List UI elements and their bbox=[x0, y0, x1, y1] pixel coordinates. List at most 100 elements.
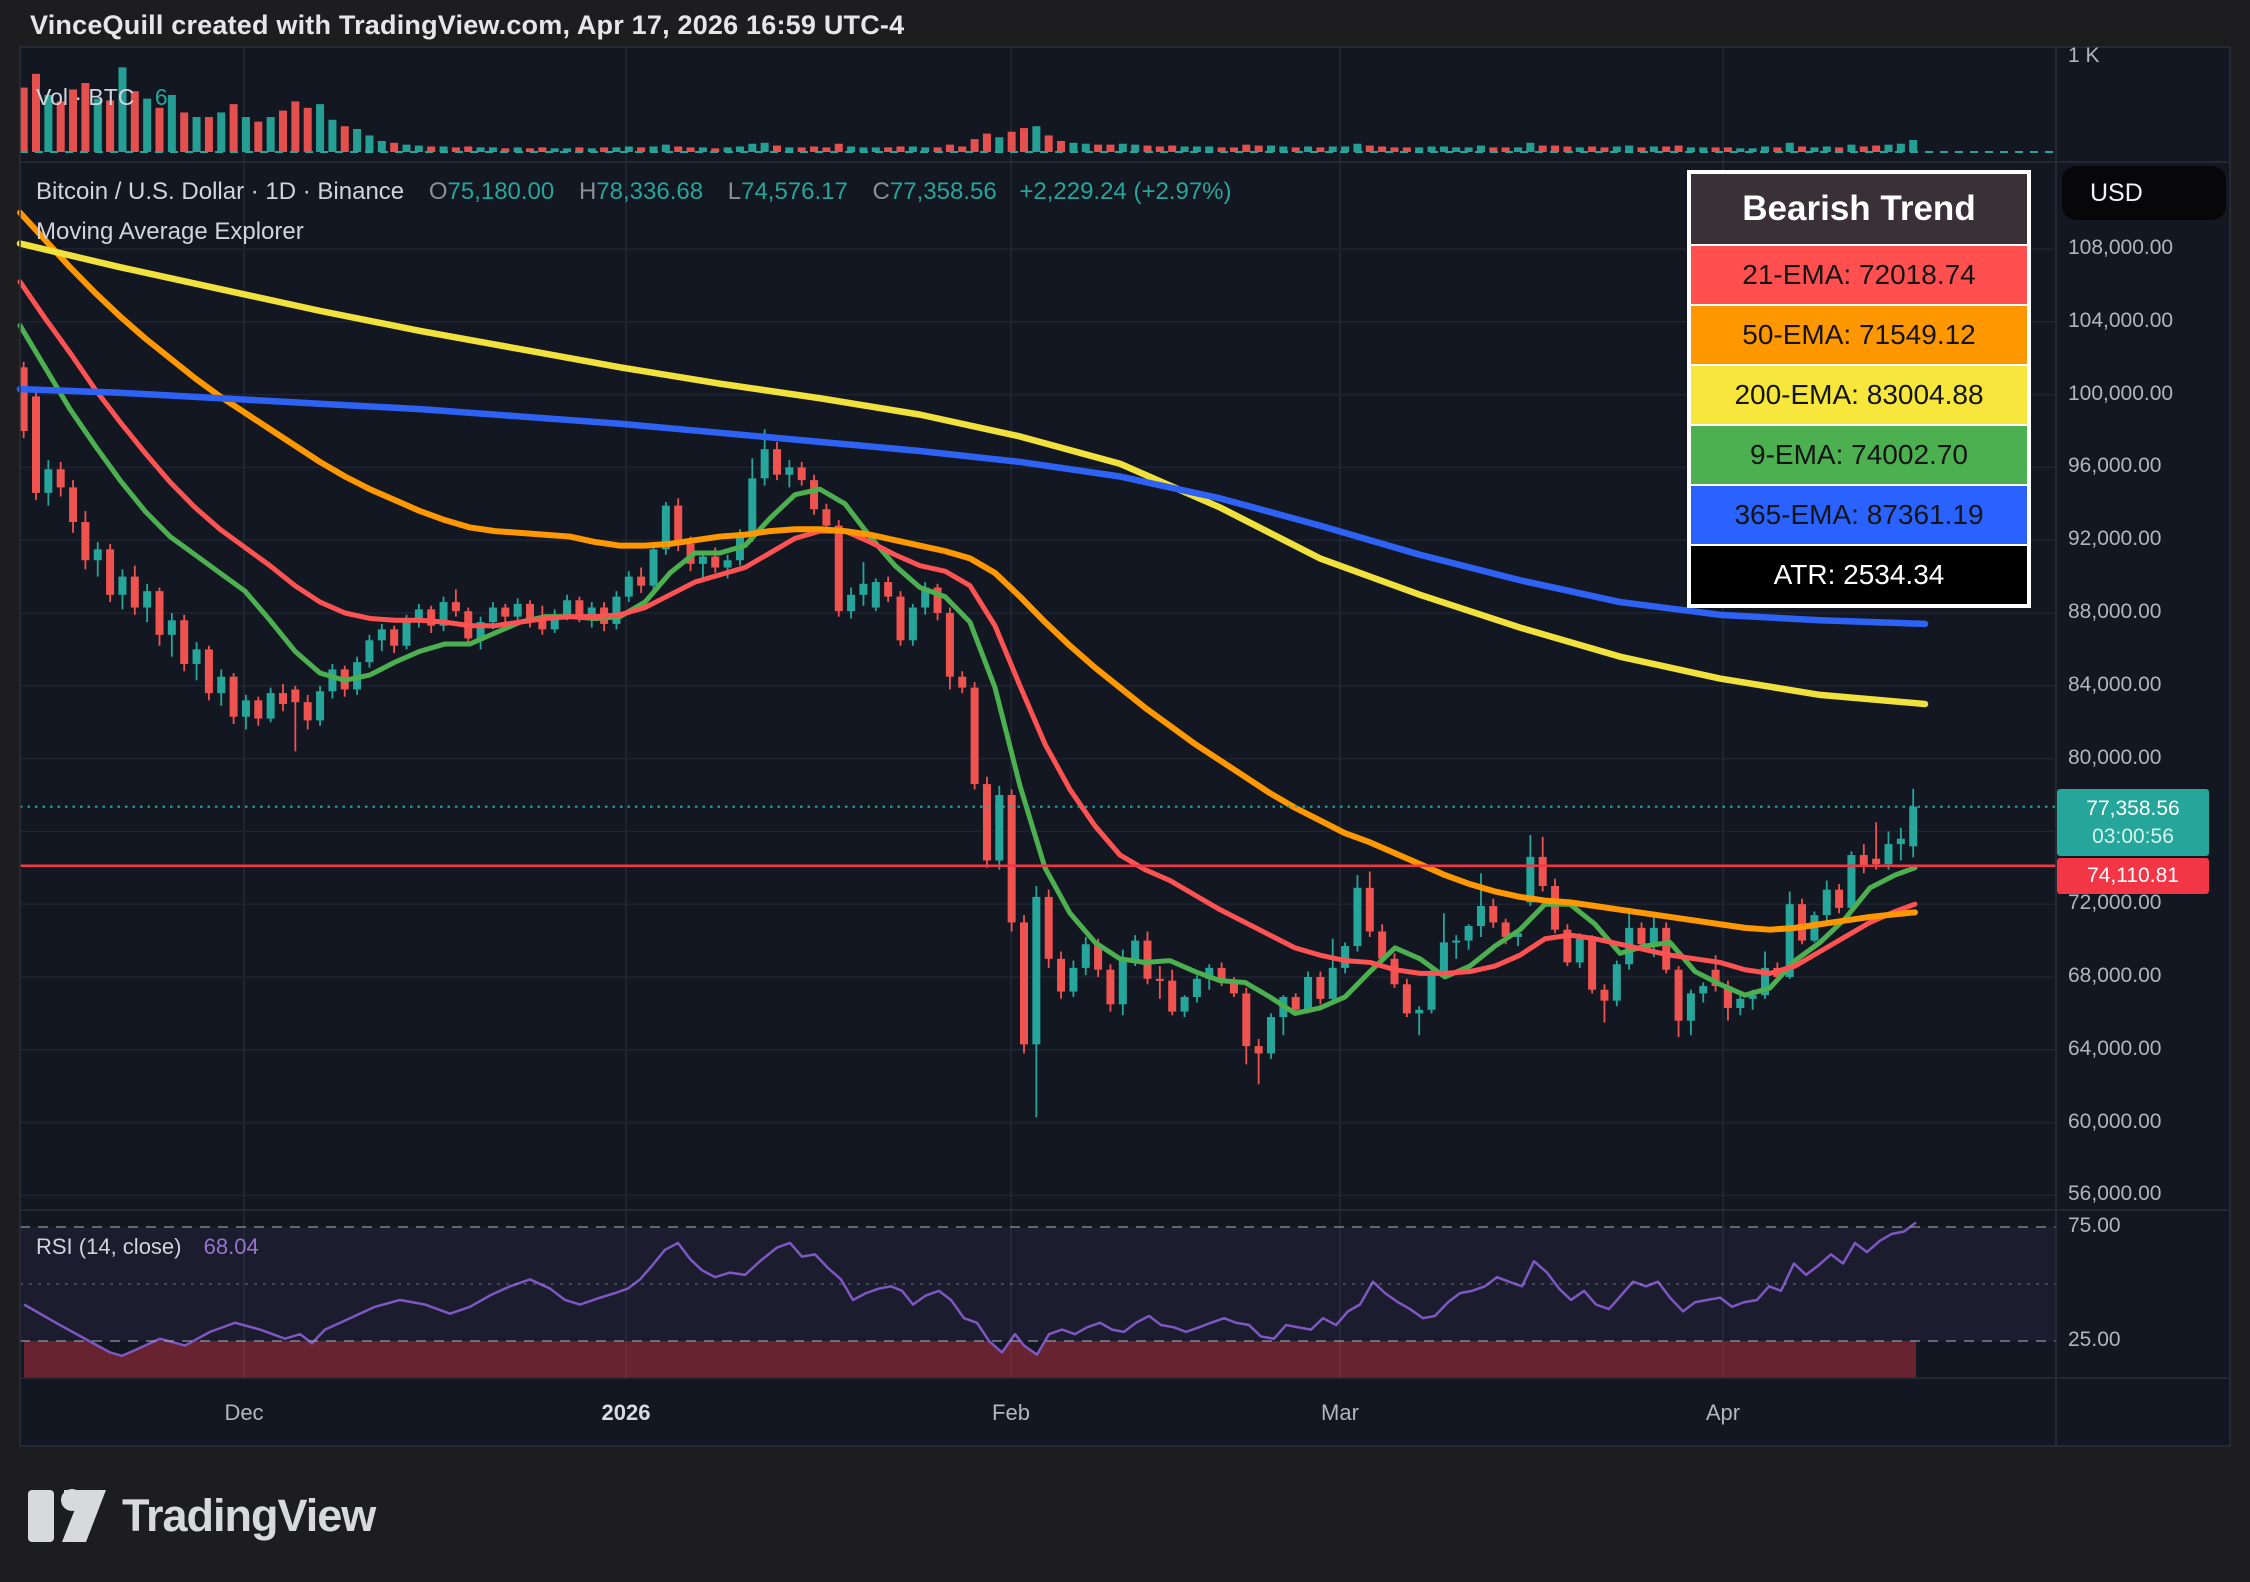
candle bbox=[1835, 889, 1844, 908]
volume-bar bbox=[661, 144, 670, 152]
tradingview-logo[interactable]: TradingView bbox=[28, 1488, 376, 1544]
candle bbox=[760, 449, 769, 479]
candle bbox=[982, 784, 991, 861]
price-axis-label: 84,000.00 bbox=[2068, 672, 2162, 696]
candle bbox=[1748, 995, 1757, 999]
candle bbox=[106, 549, 115, 595]
volume-bar bbox=[266, 117, 275, 152]
candle bbox=[1600, 989, 1609, 1001]
ema200-line bbox=[16, 240, 1929, 708]
volume-bar bbox=[723, 147, 732, 152]
candle bbox=[1699, 986, 1708, 994]
price-axis-label: 108,000.00 bbox=[2068, 236, 2174, 259]
candle bbox=[933, 587, 942, 613]
chart-title: VinceQuill created with TradingView.com,… bbox=[30, 10, 905, 40]
candle bbox=[1612, 964, 1621, 1001]
candle bbox=[1205, 967, 1214, 979]
current-price-badge: 77,358.56 03:00:56 bbox=[2057, 789, 2209, 856]
candle bbox=[1872, 858, 1881, 865]
time-axis-label: Feb bbox=[992, 1400, 1030, 1425]
volume-bar bbox=[1131, 144, 1140, 152]
volume-bar bbox=[1155, 146, 1164, 152]
volume-bar bbox=[167, 94, 176, 152]
volume-bar bbox=[1316, 147, 1325, 152]
candle bbox=[1304, 977, 1313, 1010]
indicator-label-ma-explorer[interactable]: Moving Average Explorer bbox=[36, 218, 304, 245]
volume-indicator-label[interactable]: Vol · BTC 6 bbox=[36, 84, 168, 111]
volume-bar bbox=[921, 147, 930, 152]
candle bbox=[1378, 931, 1387, 959]
volume-bar bbox=[1304, 146, 1313, 152]
candle bbox=[1662, 927, 1671, 970]
volume-bar bbox=[328, 119, 337, 152]
volume-bar bbox=[1575, 147, 1584, 152]
symbol-ohlc-row[interactable]: Bitcoin / U.S. Dollar · 1D · Binance O75… bbox=[36, 178, 1232, 206]
candle bbox=[1365, 887, 1374, 932]
price-axis-label: 88,000.00 bbox=[2068, 600, 2162, 623]
volume-bar bbox=[513, 147, 522, 152]
volume-bar bbox=[254, 121, 263, 152]
high-label: H bbox=[578, 178, 597, 205]
volume-bar bbox=[377, 140, 386, 152]
rsi-value: 68.04 bbox=[203, 1234, 259, 1259]
volume-bar bbox=[1427, 146, 1436, 152]
volume-bar bbox=[933, 147, 942, 152]
volume-bar bbox=[773, 145, 781, 152]
candle bbox=[1267, 1017, 1275, 1054]
volume-bar bbox=[871, 147, 880, 152]
volume-bar bbox=[1118, 143, 1127, 152]
rsi-line bbox=[23, 1221, 1917, 1358]
high-value: 78,336.68 bbox=[596, 178, 704, 205]
candle bbox=[1168, 980, 1177, 1012]
candle bbox=[204, 649, 213, 694]
candle bbox=[1328, 967, 1337, 999]
candle bbox=[365, 640, 374, 663]
currency-toggle-button[interactable]: USD bbox=[2062, 166, 2226, 220]
candle bbox=[1427, 971, 1436, 1010]
ema50-line bbox=[17, 209, 1918, 933]
candle bbox=[612, 596, 621, 624]
candle bbox=[896, 596, 905, 641]
volume-bar bbox=[847, 146, 856, 152]
volume-bar bbox=[859, 147, 868, 152]
legend-title: Bearish Trend bbox=[1691, 174, 2027, 244]
candle bbox=[1452, 940, 1461, 943]
volume-bar bbox=[1859, 146, 1868, 152]
volume-bar bbox=[130, 91, 139, 152]
candle bbox=[488, 607, 497, 623]
candle bbox=[1761, 967, 1769, 996]
candle bbox=[328, 669, 337, 692]
open-value: 75,180.00 bbox=[447, 178, 555, 205]
volume-bar bbox=[649, 146, 658, 152]
volume-bar bbox=[1464, 147, 1473, 152]
legend-row: 21-EMA: 72018.74 bbox=[1691, 244, 2027, 304]
volume-bar bbox=[488, 147, 497, 152]
candle bbox=[637, 576, 646, 586]
time-axis-label: 2026 bbox=[601, 1400, 651, 1425]
candle bbox=[1575, 938, 1584, 963]
candle bbox=[1131, 940, 1140, 961]
price-axis-label: 100,000.00 bbox=[2068, 381, 2174, 405]
low-label: L bbox=[727, 178, 742, 205]
volume-bar bbox=[1390, 147, 1399, 152]
candle bbox=[1020, 922, 1028, 1045]
volume-bar bbox=[624, 146, 633, 152]
volume-bar bbox=[637, 147, 646, 152]
candle bbox=[1637, 927, 1646, 945]
candle bbox=[451, 602, 460, 612]
volume-bar bbox=[1007, 131, 1016, 152]
rsi-indicator-label[interactable]: RSI (14, close) 68.04 bbox=[36, 1234, 259, 1260]
candle bbox=[1711, 969, 1720, 987]
time-axis[interactable] bbox=[20, 1378, 2056, 1446]
volume-bar bbox=[1205, 146, 1214, 152]
tradingview-wordmark: TradingView bbox=[122, 1490, 376, 1541]
candle bbox=[1032, 896, 1041, 1045]
candle bbox=[785, 467, 794, 475]
candle bbox=[1291, 997, 1300, 1010]
volume-bar bbox=[340, 126, 349, 152]
price-axis-label: 60,000.00 bbox=[2068, 1109, 2162, 1133]
candle bbox=[1192, 978, 1201, 998]
volume-bar bbox=[1649, 146, 1658, 152]
volume-bar bbox=[1526, 142, 1535, 152]
